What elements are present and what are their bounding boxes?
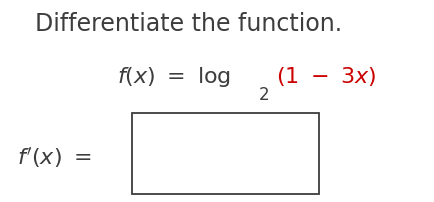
Text: $f(x)\ =\ \mathrm{log}$: $f(x)\ =\ \mathrm{log}$	[117, 65, 231, 89]
Bar	[132, 113, 319, 194]
Text: $2$: $2$	[258, 86, 269, 104]
Text: $f'(x)\ =$: $f'(x)\ =$	[17, 145, 92, 170]
Text: $(1\ -\ 3x)$: $(1\ -\ 3x)$	[276, 65, 376, 88]
Text: Differentiate the function.: Differentiate the function.	[35, 12, 342, 36]
